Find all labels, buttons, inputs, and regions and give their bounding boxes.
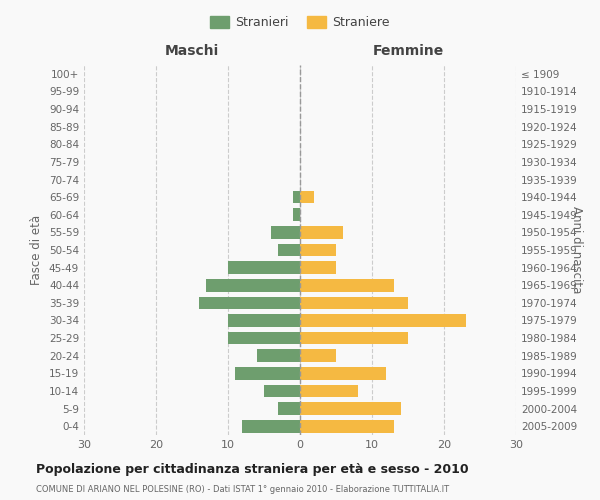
Bar <box>300 279 394 291</box>
Y-axis label: Anni di nascita: Anni di nascita <box>570 206 583 294</box>
Bar <box>199 296 300 309</box>
Bar <box>293 191 300 203</box>
Legend: Stranieri, Straniere: Stranieri, Straniere <box>205 11 395 34</box>
Bar <box>242 420 300 432</box>
Text: COMUNE DI ARIANO NEL POLESINE (RO) - Dati ISTAT 1° gennaio 2010 - Elaborazione T: COMUNE DI ARIANO NEL POLESINE (RO) - Dat… <box>36 486 449 494</box>
Bar <box>206 279 300 291</box>
Bar <box>300 296 408 309</box>
Bar <box>228 314 300 327</box>
Bar <box>300 367 386 380</box>
Bar <box>300 332 408 344</box>
Bar <box>300 226 343 238</box>
Bar <box>300 191 314 203</box>
Bar <box>235 367 300 380</box>
Y-axis label: Fasce di età: Fasce di età <box>31 215 43 285</box>
Text: Maschi: Maschi <box>165 44 219 58</box>
Bar <box>300 350 336 362</box>
Bar <box>228 332 300 344</box>
Bar <box>293 208 300 221</box>
Bar <box>278 402 300 415</box>
Bar <box>271 226 300 238</box>
Bar <box>264 384 300 398</box>
Bar <box>300 244 336 256</box>
Bar <box>300 262 336 274</box>
Bar <box>300 384 358 398</box>
Bar <box>257 350 300 362</box>
Bar <box>228 262 300 274</box>
Text: Popolazione per cittadinanza straniera per età e sesso - 2010: Popolazione per cittadinanza straniera p… <box>36 462 469 475</box>
Bar <box>300 314 466 327</box>
Bar <box>278 244 300 256</box>
Bar <box>300 420 394 432</box>
Bar <box>300 402 401 415</box>
Text: Femmine: Femmine <box>373 44 443 58</box>
